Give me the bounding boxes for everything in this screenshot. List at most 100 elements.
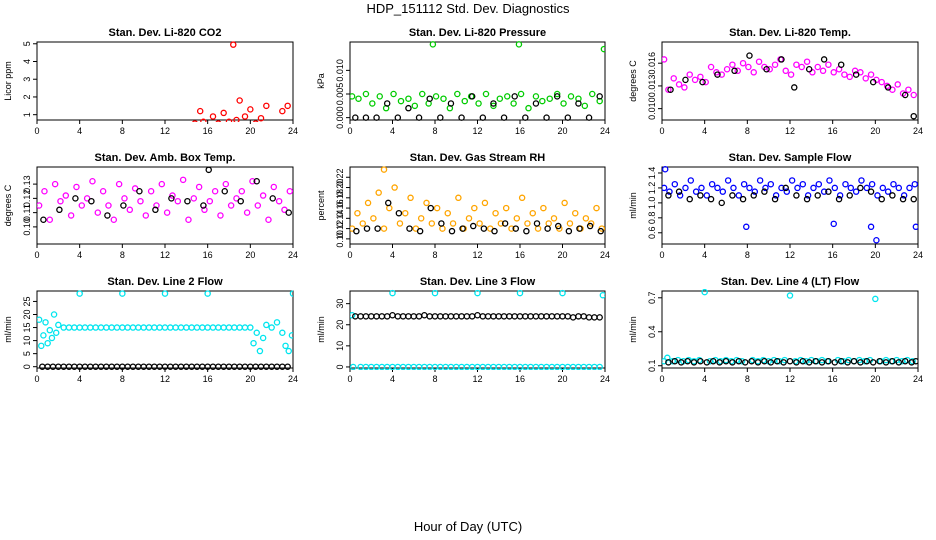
x-axis: 0 4 8 12 16 20 24: [659, 120, 923, 136]
data-point: [81, 324, 89, 331]
data-point: [410, 313, 417, 320]
data-point: [767, 359, 775, 366]
data-point: [754, 359, 762, 366]
data-point: [121, 195, 128, 202]
data-point: [269, 123, 274, 128]
data-point: [745, 63, 752, 71]
y-tick-label: 25: [22, 296, 32, 306]
data-point: [515, 41, 523, 48]
data-point: [773, 357, 781, 365]
data-point: [263, 321, 270, 329]
x-tick-label: 24: [913, 250, 923, 260]
data-point: [399, 363, 407, 370]
data-point: [905, 86, 912, 93]
data-point: [699, 78, 706, 86]
data-point: [666, 188, 673, 195]
data-point: [596, 363, 603, 370]
data-point: [503, 93, 511, 100]
x-tick-label: 12: [160, 126, 170, 136]
data-point: [250, 339, 257, 347]
data-point: [819, 67, 827, 75]
x-tick-label: 0: [34, 250, 39, 260]
data-point: [56, 126, 61, 131]
data-point: [899, 195, 907, 203]
y-axis: 0.6 0.8 1.0 1.2 1.4: [647, 167, 662, 239]
x-tick-label: 4: [702, 374, 707, 384]
series-blue: [662, 165, 918, 244]
data-point: [714, 184, 721, 192]
data-point: [58, 126, 63, 131]
data-point: [418, 90, 426, 98]
data-point: [416, 227, 424, 235]
data-point: [874, 192, 881, 199]
data-point: [355, 95, 362, 102]
y-tick-label: 10: [22, 336, 32, 346]
data-point: [254, 202, 262, 209]
data-point: [394, 363, 402, 370]
data-point: [782, 67, 789, 75]
data-point: [670, 75, 677, 82]
y-tick-label: 1.0: [647, 197, 657, 210]
data-point: [468, 363, 476, 370]
data-point: [463, 363, 471, 370]
data-point: [474, 289, 481, 297]
y-tick-label: 0.12: [335, 220, 345, 238]
data-point: [846, 192, 853, 199]
x-tick-label: 4: [77, 250, 82, 260]
y-tick-label: 0.22: [335, 169, 345, 187]
data-point: [511, 363, 518, 370]
chart-title: Stan. Dev. Line 4 (LT) Flow: [721, 276, 860, 288]
data-point: [825, 61, 832, 68]
data-point: [692, 188, 700, 195]
data-point: [842, 180, 849, 188]
data-point: [140, 324, 147, 331]
data-point: [746, 52, 753, 59]
data-point: [72, 195, 79, 202]
data-point: [522, 363, 529, 370]
x-tick-label: 12: [785, 126, 795, 136]
data-point: [884, 84, 892, 91]
chart-title: Stan. Dev. Gas Stream RH: [410, 152, 546, 164]
data-point: [67, 212, 75, 219]
data-point: [581, 102, 589, 110]
data-point: [350, 312, 356, 319]
data-point: [380, 225, 388, 232]
data-point: [71, 324, 78, 331]
y-tick-label: 0.010: [335, 59, 345, 82]
x-tick-label: 24: [288, 250, 298, 260]
data-point: [257, 114, 265, 122]
data-point: [373, 114, 380, 121]
data-point: [57, 197, 64, 205]
x-tick-label: 0: [347, 250, 352, 260]
data-point: [589, 90, 596, 98]
series-cyan: [37, 290, 293, 355]
data-point: [110, 216, 118, 224]
data-point: [352, 114, 359, 121]
data-point: [447, 313, 455, 320]
y-tick-label: 0.11: [22, 204, 32, 221]
data-point: [762, 184, 769, 192]
data-point: [103, 324, 110, 331]
data-point: [52, 329, 60, 337]
data-point: [738, 357, 746, 365]
data-point: [231, 324, 238, 331]
data-point: [847, 184, 855, 192]
data-point: [533, 220, 541, 227]
data-point: [152, 206, 159, 214]
series-red: [56, 41, 291, 131]
data-point: [809, 69, 816, 76]
x-tick-label: 20: [245, 126, 255, 136]
data-point: [697, 192, 704, 199]
data-point: [66, 126, 71, 131]
data-point: [215, 324, 222, 331]
y-tick-label: 0.005: [335, 83, 345, 106]
data-point: [872, 295, 879, 303]
data-point: [440, 95, 447, 102]
data-point: [108, 363, 115, 370]
data-point: [263, 102, 270, 110]
data-point: [830, 69, 837, 76]
data-point: [511, 93, 518, 100]
data-point: [206, 197, 214, 205]
chart-panel-8: Stan. Dev. Line 3 Flow 0 4 8 12 16 20 24 0 10 20 30…: [316, 276, 610, 384]
data-point: [490, 363, 497, 370]
